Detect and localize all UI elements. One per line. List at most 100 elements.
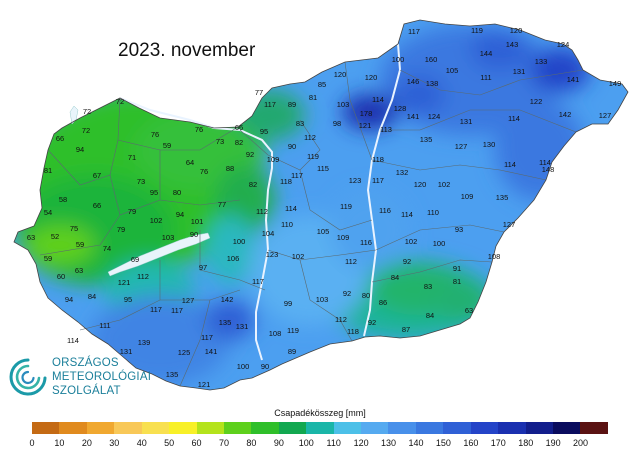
legend-tick-label: 50 [164, 438, 175, 448]
station-value: 139 [138, 338, 151, 347]
legend-swatch [223, 422, 252, 434]
station-value: 72 [83, 107, 91, 116]
station-value: 66 [235, 123, 243, 132]
station-value: 120 [510, 26, 523, 35]
station-value: 112 [335, 315, 347, 324]
station-value: 73 [216, 137, 224, 146]
station-value: 146 [407, 77, 420, 86]
legend-tick-label: 150 [435, 438, 451, 448]
station-value: 103 [337, 100, 350, 109]
station-value: 72 [116, 97, 124, 106]
station-value: 103 [162, 233, 175, 242]
station-value: 141 [407, 112, 420, 121]
station-value: 99 [284, 299, 292, 308]
station-value: 80 [173, 188, 181, 197]
omsz-logo: ORSZÁGOS METEOROLÓGIAI SZOLGÁLAT [8, 356, 198, 406]
station-value: 119 [287, 326, 299, 335]
station-value: 97 [199, 263, 207, 272]
station-value: 120 [334, 70, 347, 79]
station-value: 73 [137, 177, 145, 186]
legend-tick-label: 0 [29, 438, 35, 448]
station-value: 94 [76, 145, 84, 154]
station-value: 69 [131, 255, 139, 264]
station-value: 119 [471, 26, 483, 35]
station-value: 105 [317, 227, 330, 236]
legend-tick-label: 130 [381, 438, 397, 448]
station-value: 144 [480, 49, 493, 58]
station-value: 95 [124, 295, 132, 304]
station-value: 118 [347, 327, 359, 336]
station-value: 109 [461, 192, 474, 201]
station-value: 131 [460, 117, 473, 126]
legend-tick-label: 170 [490, 438, 506, 448]
station-value: 77 [255, 88, 263, 97]
station-value: 63 [465, 306, 473, 315]
station-value: 108 [269, 329, 282, 338]
legend-swatch [86, 422, 115, 434]
lake-ferto [69, 105, 79, 125]
legend-swatch [333, 422, 362, 434]
station-value: 130 [483, 140, 496, 149]
station-value: 117 [264, 100, 276, 109]
station-value: 125 [178, 348, 191, 357]
station-value: 121 [118, 278, 131, 287]
station-value: 101 [191, 217, 204, 226]
legend-swatch [470, 422, 499, 434]
station-value: 117 [408, 27, 420, 36]
station-value: 142 [559, 110, 572, 119]
station-value: 76 [151, 130, 159, 139]
station-value: 93 [455, 225, 463, 234]
station-value: 100 [237, 362, 250, 371]
station-value: 160 [425, 55, 438, 64]
station-value: 109 [337, 233, 350, 242]
station-value: 112 [137, 272, 149, 281]
station-value: 100 [233, 237, 246, 246]
station-value: 135 [219, 318, 232, 327]
station-value: 64 [186, 158, 194, 167]
station-value: 94 [65, 295, 73, 304]
station-value: 90 [190, 230, 198, 239]
station-value: 102 [150, 216, 163, 225]
station-value: 80 [362, 291, 370, 300]
station-value: 92 [368, 318, 376, 327]
legend-tick-label: 180 [518, 438, 534, 448]
station-value: 114 [508, 114, 520, 123]
station-value: 54 [44, 208, 52, 217]
station-value: 131 [236, 322, 249, 331]
station-value: 81 [44, 166, 52, 175]
legend-swatch [525, 422, 554, 434]
legend-tick-label: 200 [573, 438, 589, 448]
station-value: 120 [414, 180, 427, 189]
station-value: 124 [428, 112, 441, 121]
station-value: 123 [349, 176, 362, 185]
station-value: 89 [288, 347, 296, 356]
station-value: 63 [27, 233, 35, 242]
station-value: 94 [176, 210, 184, 219]
station-value: 82 [249, 180, 257, 189]
station-value: 127 [599, 111, 612, 120]
station-value: 116 [360, 238, 372, 247]
station-value: 114 [372, 95, 384, 104]
station-value: 84 [426, 311, 434, 320]
legend-tick-label: 10 [54, 438, 65, 448]
org-name-line2: METEOROLÓGIAI [52, 371, 152, 383]
station-value: 112 [304, 133, 316, 142]
station-value: 79 [128, 207, 136, 216]
station-value: 116 [379, 206, 391, 215]
station-value: 81 [309, 93, 317, 102]
legend-tick-label: 160 [463, 438, 479, 448]
rivers [119, 43, 402, 361]
legend-swatch [169, 422, 197, 434]
station-value: 121 [198, 380, 211, 389]
legend-swatch [443, 422, 471, 434]
station-value: 109 [267, 155, 280, 164]
legend-tick-label: 30 [109, 438, 120, 448]
station-value: 83 [296, 119, 304, 128]
station-value: 114 [539, 158, 551, 167]
station-value: 117 [252, 277, 264, 286]
legend-swatch [388, 422, 416, 434]
legend-swatch [114, 422, 142, 434]
legend-swatch [59, 422, 87, 434]
station-value: 119 [307, 152, 319, 161]
